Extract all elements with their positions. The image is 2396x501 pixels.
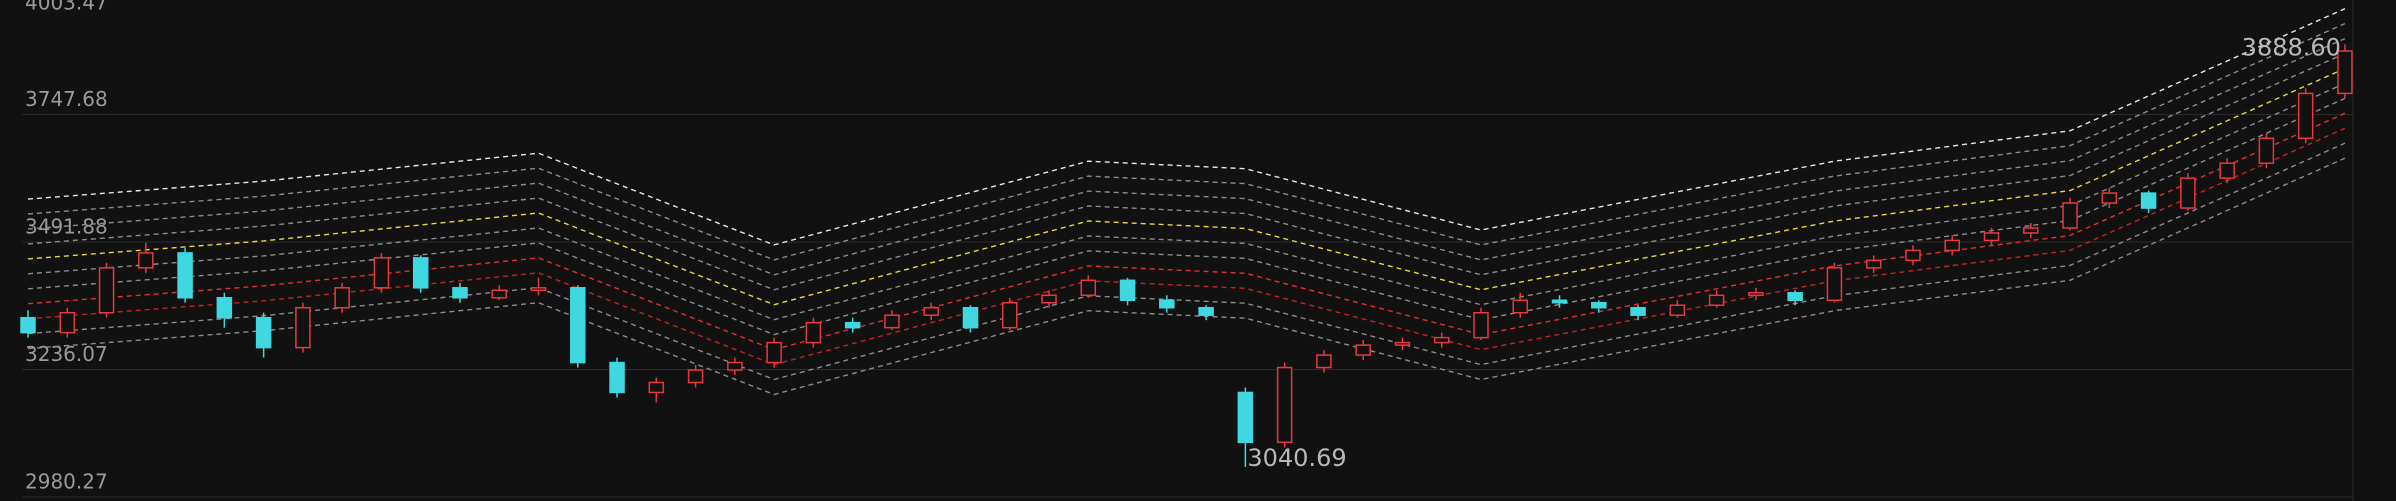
- candle-body: [138, 252, 154, 269]
- candle-body: [727, 361, 743, 371]
- candle-body: [20, 316, 36, 334]
- candle-body: [844, 321, 861, 329]
- candle-body: [98, 267, 115, 314]
- candle-body: [334, 287, 350, 309]
- candle-body: [609, 361, 625, 394]
- candle-body: [2337, 50, 2353, 95]
- candle-body: [1983, 232, 2000, 242]
- candle-body: [1787, 292, 1803, 302]
- candle-body: [884, 314, 900, 329]
- candle-body: [570, 287, 586, 364]
- candle-body: [1433, 336, 1450, 344]
- candle-body: [491, 289, 507, 299]
- candle-body: [923, 306, 939, 316]
- candle-body: [59, 311, 76, 334]
- candle-body: [1119, 279, 1136, 302]
- candle-body: [2219, 162, 2235, 179]
- candle-body: [295, 306, 311, 349]
- candle-body: [216, 297, 233, 319]
- candle-body: [412, 257, 429, 289]
- y-tick-label: 3747.68: [25, 87, 108, 111]
- candle-body: [1630, 306, 1646, 316]
- candle-body: [1080, 279, 1097, 297]
- candle-body: [1394, 341, 1411, 346]
- candle-body: [1473, 311, 1489, 339]
- candle-body: [2062, 202, 2078, 229]
- candle-body: [805, 321, 822, 344]
- candle-body: [1198, 306, 1214, 316]
- candle-body: [177, 252, 193, 299]
- candle-body: [687, 369, 704, 384]
- candle-body: [1944, 239, 1960, 252]
- candle-body: [648, 381, 665, 394]
- candle-body: [2101, 192, 2118, 204]
- candle-body: [2297, 92, 2314, 140]
- candle-body: [962, 306, 979, 329]
- candle-body: [1865, 259, 1882, 269]
- max-price-label: 3888.60: [2242, 33, 2341, 61]
- candle-body: [530, 287, 547, 292]
- y-tick-label: 4003.47: [25, 0, 108, 15]
- candle-body: [2180, 177, 2196, 209]
- candle-body: [1512, 299, 1529, 314]
- candle-body: [1669, 304, 1686, 316]
- candle-body: [1748, 292, 1764, 297]
- y-tick-label: 2980.27: [25, 470, 108, 494]
- candle-body: [1002, 301, 1018, 329]
- candle-body: [1905, 249, 1921, 262]
- candle-body: [1551, 299, 1568, 304]
- candle-body: [1237, 391, 1254, 444]
- candle-body: [2023, 227, 2039, 234]
- candle-body: [1826, 267, 1843, 302]
- candle-body: [1041, 294, 1057, 304]
- candle-body: [2140, 192, 2157, 209]
- min-price-label: 3040.69: [1247, 444, 1346, 472]
- candle-body: [2258, 137, 2275, 164]
- candle-body: [1316, 354, 1332, 369]
- candle-body: [373, 257, 390, 289]
- candle-body: [1355, 344, 1371, 356]
- candle-body: [255, 316, 272, 349]
- candle-body: [1276, 366, 1293, 444]
- candle-body: [1591, 301, 1607, 309]
- candle-body: [1159, 299, 1175, 309]
- candle-body: [452, 287, 468, 299]
- candle-body: [766, 341, 782, 364]
- candle-body: [1708, 294, 1725, 306]
